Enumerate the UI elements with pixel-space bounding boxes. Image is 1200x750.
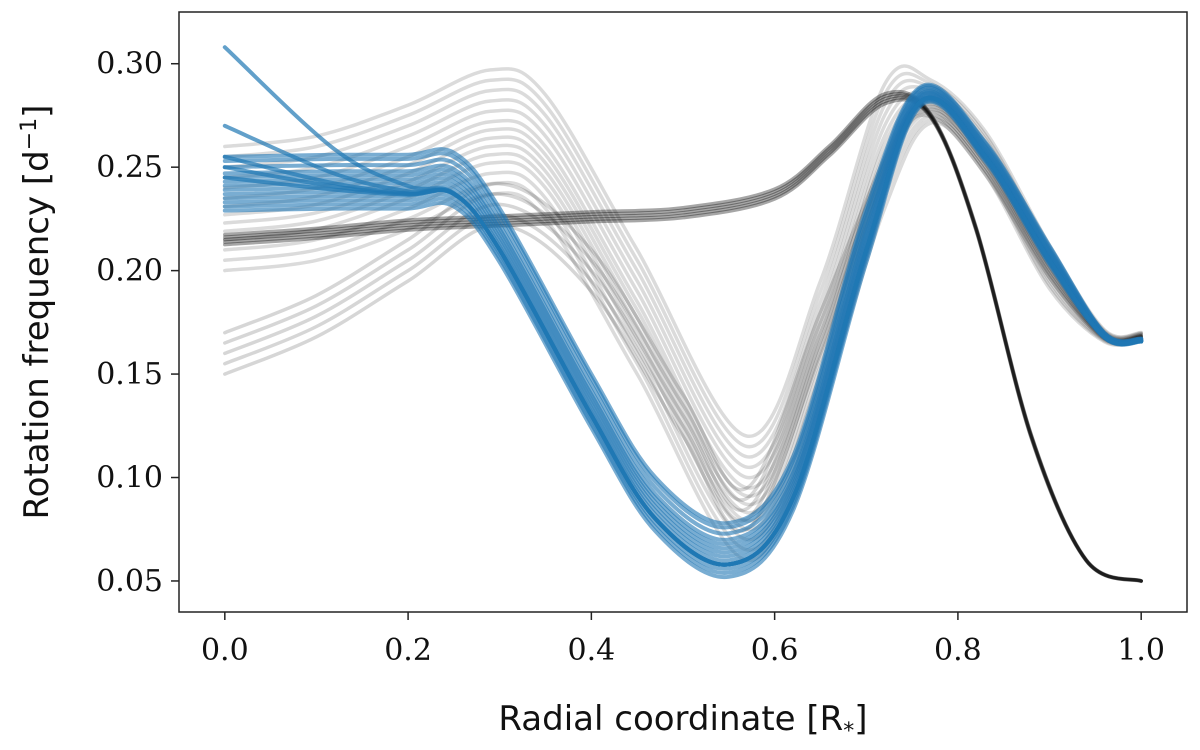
gray-ensemble-curve [223, 106, 1143, 513]
y-tick-label: 0.10 [96, 461, 163, 496]
gray-ensemble-curve [223, 89, 1143, 583]
gray-ensemble-curve [223, 110, 1143, 523]
x-axis-label-sub: * [843, 719, 854, 744]
blue-ensemble-curve [222, 82, 1144, 526]
y-axis-label: Rotation frequency [d−1] [17, 105, 57, 520]
y-axis-label-sup: −1 [17, 118, 42, 150]
plot-frame [178, 11, 1188, 613]
x-tick-label: 1.0 [1117, 633, 1165, 668]
x-tick-label: 0.6 [751, 633, 799, 668]
x-tick-label: 0.0 [201, 633, 249, 668]
x-axis-label-end: ] [854, 699, 867, 739]
x-axis-label-main: Radial coordinate [R [498, 699, 843, 739]
y-axis-label-main: Rotation frequency [d [17, 150, 57, 519]
curves-layer [222, 45, 1144, 584]
y-tick-label: 0.30 [96, 47, 163, 82]
gray-ensemble-curve [223, 92, 1143, 583]
y-tick-label: 0.15 [96, 357, 163, 392]
x-axis-ticks: 0.0 0.2 0.4 0.6 0.8 1.0 [201, 612, 1165, 668]
y-axis-label-end: ] [17, 105, 57, 118]
gray-ensemble-curve [223, 97, 1143, 584]
x-tick-label: 0.2 [384, 633, 432, 668]
y-tick-label: 0.20 [96, 254, 163, 289]
gray-ensemble-curve [223, 96, 1143, 583]
gray-ensemble-curve [223, 94, 1143, 583]
x-axis-label: Radial coordinate [R*] [498, 699, 867, 744]
blue-outlier-curve [222, 96, 1144, 567]
blue-outlier-curve [222, 45, 1144, 567]
x-tick-label: 0.4 [568, 633, 616, 668]
x-tick-label: 0.8 [934, 633, 982, 668]
y-axis-ticks: 0.05 0.10 0.15 0.20 0.25 0.30 [96, 47, 179, 599]
y-tick-label: 0.25 [96, 150, 163, 185]
y-tick-label: 0.05 [96, 564, 163, 599]
gray-ensemble-curve [223, 113, 1143, 533]
